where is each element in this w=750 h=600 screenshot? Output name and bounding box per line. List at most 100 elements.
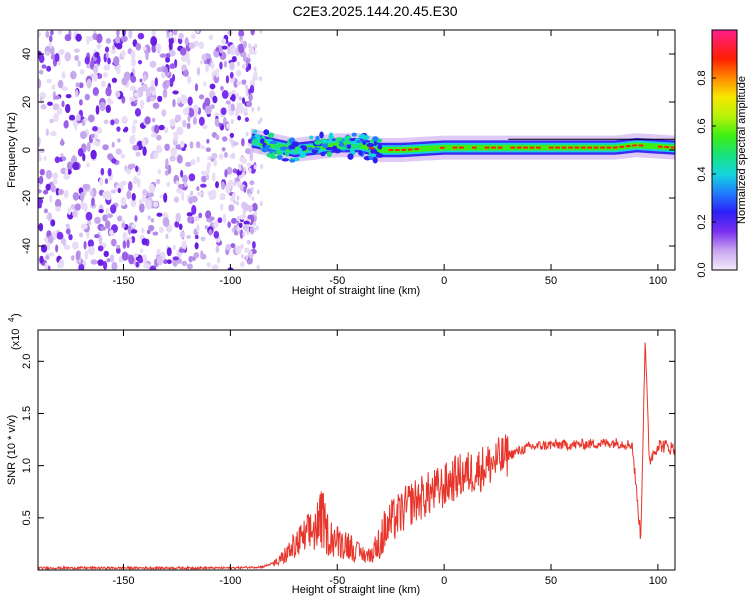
noise-speckle bbox=[223, 151, 228, 158]
noise-speckle bbox=[141, 193, 146, 203]
noise-speckle bbox=[92, 87, 99, 96]
noise-speckle bbox=[198, 212, 203, 219]
noise-speckle bbox=[115, 90, 121, 98]
noise-speckle bbox=[235, 245, 242, 255]
noise-speckle bbox=[44, 262, 49, 270]
spectrogram-x-label: Height of straight line (km) bbox=[292, 285, 420, 297]
noise-speckle bbox=[75, 82, 80, 88]
track-blob bbox=[358, 150, 363, 156]
noise-speckle bbox=[64, 189, 69, 199]
noise-speckle bbox=[151, 30, 156, 38]
noise-speckle bbox=[191, 195, 198, 203]
noise-speckle bbox=[92, 125, 98, 132]
noise-speckle bbox=[111, 158, 117, 164]
noise-speckle bbox=[251, 202, 258, 212]
noise-speckle bbox=[109, 254, 115, 263]
track-core-segment bbox=[369, 146, 375, 150]
noise-speckle bbox=[178, 223, 183, 231]
track-blob bbox=[346, 135, 352, 139]
noise-speckle bbox=[226, 166, 233, 175]
noise-speckle bbox=[110, 119, 115, 126]
noise-speckle bbox=[68, 233, 73, 241]
noise-speckle bbox=[204, 97, 211, 107]
noise-speckle bbox=[103, 250, 109, 258]
noise-speckle bbox=[155, 43, 162, 52]
snr-x-tick-label: -100 bbox=[219, 575, 241, 587]
noise-speckle bbox=[120, 180, 127, 186]
noise-speckle bbox=[183, 69, 189, 77]
noise-speckle bbox=[115, 247, 121, 254]
noise-speckle bbox=[61, 71, 66, 80]
noise-speckle bbox=[94, 51, 100, 58]
noise-speckle bbox=[91, 197, 95, 207]
noise-speckle bbox=[49, 118, 54, 124]
noise-speckle bbox=[138, 203, 145, 213]
noise-speckle bbox=[158, 226, 164, 234]
noise-speckle bbox=[148, 192, 155, 198]
noise-speckle bbox=[65, 228, 71, 235]
noise-speckle bbox=[196, 186, 200, 192]
noise-speckle bbox=[48, 252, 55, 257]
noise-speckle bbox=[44, 51, 51, 56]
noise-speckle bbox=[182, 119, 187, 128]
noise-speckle bbox=[242, 171, 246, 177]
noise-speckle bbox=[238, 30, 245, 38]
noise-speckle bbox=[126, 190, 132, 200]
noise-speckle bbox=[83, 117, 89, 122]
noise-speckle bbox=[129, 135, 136, 145]
spectrogram-x-ticks: -150 -100 -50 0 50 100 bbox=[112, 30, 667, 287]
noise-speckle bbox=[236, 215, 240, 221]
noise-speckle bbox=[79, 68, 85, 75]
noise-speckle bbox=[186, 263, 193, 270]
track-blob bbox=[335, 137, 344, 142]
track-blob bbox=[264, 144, 271, 149]
noise-speckle bbox=[53, 112, 59, 123]
noise-speckle bbox=[75, 251, 81, 261]
noise-speckle bbox=[56, 231, 64, 240]
noise-speckle bbox=[225, 243, 232, 251]
noise-speckle bbox=[78, 82, 84, 89]
noise-speckle bbox=[130, 198, 137, 208]
noise-speckle bbox=[116, 126, 121, 132]
noise-speckle bbox=[253, 227, 257, 233]
noise-speckle bbox=[50, 184, 56, 193]
noise-speckle bbox=[83, 240, 87, 250]
noise-speckle bbox=[86, 162, 90, 168]
noise-speckle bbox=[196, 223, 200, 233]
noise-speckle bbox=[97, 259, 104, 266]
noise-speckle bbox=[117, 138, 121, 143]
spectrogram-y-ticks: -40 -20 0 20 40 bbox=[21, 48, 675, 254]
noise-speckle bbox=[242, 97, 246, 104]
noise-speckle bbox=[57, 30, 63, 35]
noise-speckle bbox=[133, 92, 139, 98]
spectrogram-y-tick-label: 20 bbox=[21, 96, 33, 108]
snr-x-tick-label: -50 bbox=[329, 575, 345, 587]
snr-x-tick-label: 0 bbox=[441, 575, 447, 587]
noise-speckle bbox=[212, 172, 216, 182]
noise-speckle bbox=[104, 178, 109, 185]
noise-speckle bbox=[229, 71, 234, 79]
track-blob bbox=[279, 146, 288, 151]
noise-speckle bbox=[104, 46, 110, 53]
noise-speckle bbox=[215, 69, 219, 78]
noise-speckle bbox=[65, 93, 72, 99]
noise-speckle bbox=[98, 73, 103, 79]
noise-speckle bbox=[91, 133, 95, 139]
noise-speckle bbox=[38, 182, 41, 189]
noise-speckle bbox=[71, 241, 79, 250]
noise-speckle bbox=[84, 93, 91, 101]
noise-speckle bbox=[56, 107, 63, 115]
noise-speckle bbox=[38, 175, 44, 185]
noise-speckle bbox=[131, 193, 136, 201]
noise-speckle bbox=[244, 106, 248, 115]
noise-speckle bbox=[87, 114, 95, 123]
noise-speckle bbox=[107, 167, 112, 177]
noise-speckle bbox=[111, 77, 118, 83]
track-blob bbox=[269, 140, 278, 145]
noise-speckle bbox=[194, 242, 199, 250]
noise-speckle bbox=[55, 206, 62, 212]
noise-speckle bbox=[228, 204, 235, 212]
noise-speckle bbox=[196, 30, 200, 34]
track-blob bbox=[344, 139, 350, 144]
